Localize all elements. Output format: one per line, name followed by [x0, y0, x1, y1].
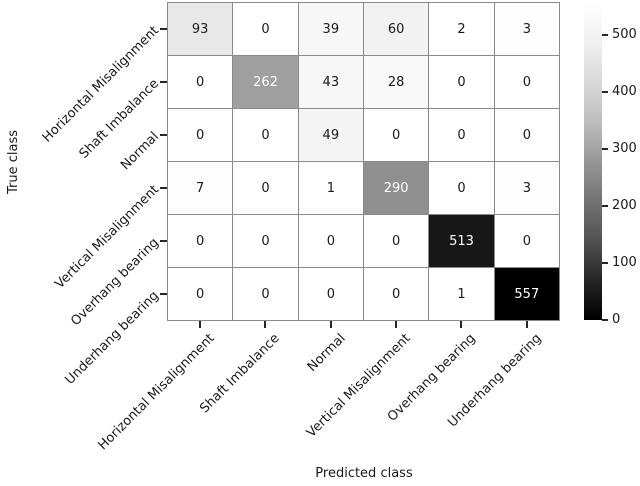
matrix-cell-r1c5: 0: [494, 56, 559, 108]
matrix-cell-r5c0: 0: [168, 268, 233, 320]
x-axis-title: Predicted class: [315, 466, 413, 481]
matrix-cell-r5c1: 0: [233, 268, 298, 320]
matrix-cell-r3c4: 0: [429, 162, 494, 214]
x-tick-mark: [394, 321, 397, 328]
matrix-cell-r0c5: 3: [494, 3, 559, 55]
y-tick-mark: [160, 81, 167, 83]
matrix-cell-r4c4: 513: [429, 215, 494, 267]
matrix-cell-r3c2: 1: [298, 162, 363, 214]
matrix-cell-r4c5: 0: [494, 215, 559, 267]
colorbar-tick-mark: [602, 319, 608, 321]
y-tick-label: Horizontal Misalignment: [39, 23, 162, 146]
matrix-cell-r1c3: 28: [364, 56, 429, 108]
confusion-matrix-grid: 93 0 39 60 2 3 0 262 43 28 0 0 0 0 49 0 0 0 7 0 1 290 0 3 0 0 0 0 51…: [167, 2, 560, 321]
colorbar-tick-label: 100: [612, 255, 637, 271]
colorbar-tick-label: 400: [612, 84, 637, 100]
matrix-cell-r1c4: 0: [429, 56, 494, 108]
matrix-cell-r1c2: 43: [298, 56, 363, 108]
x-tick-label: Horizontal Misalignment: [95, 331, 218, 454]
colorbar-tick-mark: [602, 262, 608, 265]
matrix-cell-r1c1: 262: [233, 56, 298, 108]
matrix-cell-r0c1: 0: [233, 3, 298, 55]
colorbar-tick-label: 200: [612, 198, 637, 214]
colorbar-tick-mark: [602, 205, 608, 208]
matrix-cell-r1c0: 0: [168, 56, 233, 108]
y-tick-mark: [160, 187, 167, 189]
matrix-cell-r3c1: 0: [233, 162, 298, 214]
colorbar-tick-mark: [602, 91, 608, 94]
matrix-cell-r0c0: 93: [168, 3, 233, 55]
matrix-cell-r2c3: 0: [364, 109, 429, 161]
colorbar-tick-label: 0: [612, 312, 621, 327]
matrix-cell-r5c4: 1: [429, 268, 494, 320]
colorbar-tick-label: 500: [612, 27, 637, 43]
y-tick-mark: [160, 134, 167, 136]
y-tick-mark: [160, 240, 167, 242]
matrix-cell-r2c1: 0: [233, 109, 298, 161]
matrix-cell-r2c5: 0: [494, 109, 559, 161]
matrix-cell-r4c0: 0: [168, 215, 233, 267]
matrix-cell-r3c0: 7: [168, 162, 233, 214]
matrix-cell-r3c5: 3: [494, 162, 559, 214]
matrix-cell-r4c1: 0: [233, 215, 298, 267]
matrix-cell-r5c2: 0: [298, 268, 363, 320]
colorbar-gradient: [584, 3, 602, 320]
matrix-cell-r4c2: 0: [298, 215, 363, 267]
colorbar-tick-mark: [602, 148, 608, 151]
matrix-cell-r4c3: 0: [364, 215, 429, 267]
matrix-cell-r2c4: 0: [429, 109, 494, 161]
x-tick-mark: [329, 321, 332, 328]
y-tick-mark: [160, 28, 167, 30]
matrix-cell-r3c3: 290: [364, 162, 429, 214]
x-tick-mark: [460, 321, 463, 328]
x-tick-mark: [525, 321, 528, 328]
matrix-cell-r5c3: 0: [364, 268, 429, 320]
colorbar-tick-mark: [602, 34, 608, 37]
matrix-cell-r5c5: 557: [494, 268, 559, 320]
matrix-cell-r2c2: 49: [298, 109, 363, 161]
matrix-cell-r0c3: 60: [364, 3, 429, 55]
x-tick-mark: [199, 321, 201, 328]
matrix-cell-r2c0: 0: [168, 109, 233, 161]
x-tick-mark: [264, 321, 267, 328]
matrix-cell-r0c2: 39: [298, 3, 363, 55]
colorbar-tick-label: 300: [612, 141, 637, 157]
y-tick-mark: [160, 293, 167, 295]
matrix-cell-r0c4: 2: [429, 3, 494, 55]
